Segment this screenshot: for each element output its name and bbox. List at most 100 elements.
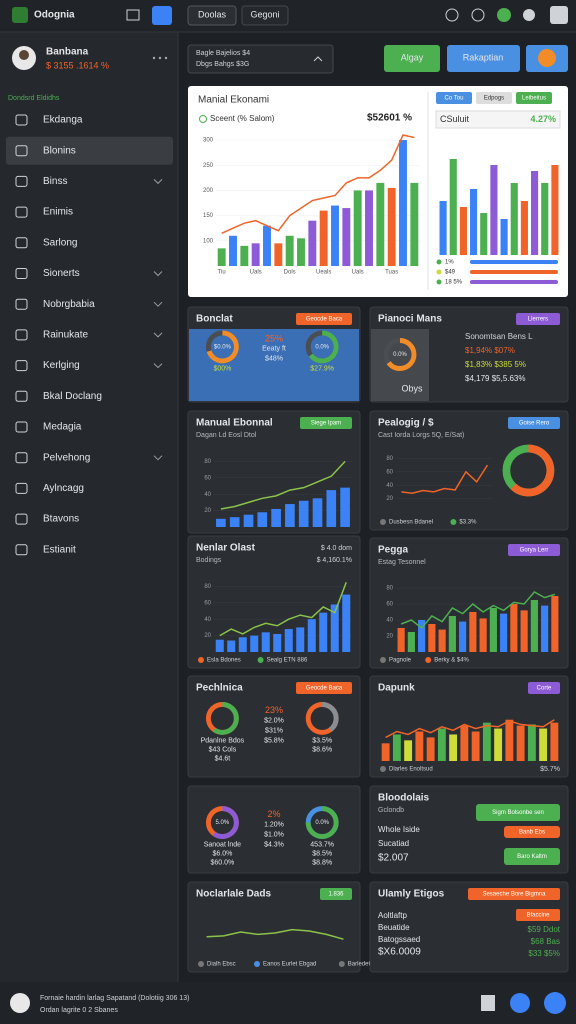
badge-label[interactable]: Siege Ipam <box>311 421 341 427</box>
app-logo[interactable] <box>12 7 28 23</box>
icon-button[interactable] <box>544 992 566 1014</box>
chevron[interactable] <box>153 301 163 307</box>
bar <box>516 725 525 761</box>
badge-label[interactable]: Geocde Baca <box>306 686 343 692</box>
bar <box>459 621 467 652</box>
badge[interactable] <box>516 909 560 921</box>
badge-label[interactable]: Llerrers <box>528 317 548 323</box>
badge-label[interactable]: 1.836 <box>328 892 344 898</box>
pill-button[interactable] <box>504 826 560 838</box>
bar <box>297 238 305 266</box>
badge-label[interactable]: Goise Rero <box>519 421 550 427</box>
badge[interactable] <box>296 682 352 694</box>
badge[interactable] <box>508 417 560 429</box>
bar <box>510 604 518 652</box>
panel-title: Pegga <box>378 545 408 556</box>
badge[interactable] <box>508 544 560 556</box>
nav-item[interactable]: Rainukate <box>43 330 88 341</box>
avatar[interactable] <box>550 6 568 24</box>
chip[interactable] <box>436 92 472 104</box>
badge[interactable] <box>296 313 352 325</box>
y-tick-label: 20 <box>204 508 211 514</box>
chevron[interactable] <box>153 332 163 338</box>
status-icon[interactable] <box>497 8 511 22</box>
badge-label[interactable]: Sesaeche Bore Bigmna <box>482 892 546 898</box>
chip-label[interactable]: Edpogs <box>484 96 504 102</box>
footer-avatar[interactable] <box>10 993 30 1013</box>
stat: Eeaty ft <box>262 346 286 353</box>
chevron[interactable] <box>153 455 163 461</box>
nav-item[interactable]: Kerlging <box>43 360 80 371</box>
icon[interactable] <box>445 8 459 22</box>
tab-label[interactable]: Gegoni <box>250 9 279 19</box>
badge[interactable] <box>468 888 560 900</box>
badge[interactable] <box>320 888 352 900</box>
chip[interactable] <box>476 92 512 104</box>
nav-item[interactable]: Sionerts <box>43 268 80 279</box>
bar <box>397 628 405 652</box>
y-tick-label: 300 <box>203 138 214 144</box>
nav-item[interactable]: Bkal Doclang <box>43 391 102 402</box>
legend-label: Sealg ETN 886 <box>267 658 308 664</box>
action-button[interactable] <box>447 45 520 72</box>
settings-icon[interactable] <box>152 6 172 25</box>
stat: 2% <box>267 809 280 819</box>
chip-label[interactable]: Leibeitus <box>522 96 546 102</box>
icon[interactable] <box>481 995 495 1011</box>
badge[interactable] <box>528 682 560 694</box>
badge[interactable] <box>516 313 560 325</box>
tab-label[interactable]: Doolas <box>198 9 227 19</box>
pill-button[interactable] <box>476 804 560 821</box>
action-button[interactable] <box>384 45 440 72</box>
icon-button[interactable] <box>510 993 530 1013</box>
chip[interactable] <box>516 92 552 104</box>
nav-item[interactable]: Ekdanga <box>43 115 83 126</box>
menu-dot[interactable] <box>152 56 156 60</box>
badge-label[interactable]: Geocde Baca <box>306 317 343 323</box>
filter-box[interactable] <box>187 44 334 74</box>
donut-center: $0.0% <box>214 344 232 350</box>
nav-item[interactable]: Medagia <box>43 422 82 433</box>
x-tick-label: Tuas <box>385 270 398 276</box>
button-label[interactable]: Banb Ebs <box>519 830 545 836</box>
tab[interactable] <box>241 5 289 26</box>
tab[interactable] <box>187 5 237 26</box>
pill-button[interactable] <box>504 848 560 865</box>
icon[interactable] <box>523 9 535 21</box>
y-tick-label: 40 <box>204 617 211 623</box>
bar <box>437 728 446 761</box>
icon[interactable] <box>471 8 485 22</box>
bar <box>298 500 309 527</box>
bar <box>470 189 478 255</box>
chevron[interactable] <box>153 271 163 277</box>
nav-item[interactable]: Blonins <box>43 145 76 156</box>
nav-item[interactable]: Nobrgbabia <box>43 299 95 310</box>
nav-item[interactable]: Estianit <box>43 544 76 555</box>
chevron[interactable] <box>313 56 323 62</box>
badge-label[interactable]: Gorya Lerr <box>520 548 549 554</box>
menu-icon[interactable] <box>126 9 140 21</box>
badge-label[interactable]: Bfaccine <box>526 913 550 919</box>
nav-item[interactable]: Btavons <box>43 514 79 525</box>
legend-label: $3.3% <box>459 520 477 526</box>
nav-item[interactable]: Aylncagg <box>43 483 84 494</box>
button-label[interactable]: Algay <box>401 52 424 62</box>
nav-item[interactable]: Enimis <box>43 207 73 218</box>
nav-item[interactable]: Pelvehong <box>43 452 90 463</box>
menu-dot[interactable] <box>164 56 168 60</box>
chip-label[interactable]: Co Tou <box>445 96 464 102</box>
badge[interactable] <box>300 417 352 429</box>
badge-label[interactable]: Corte <box>537 686 552 692</box>
user-avatar-face <box>19 50 29 60</box>
button-label[interactable]: Sigm Bolsonbe sen <box>492 810 544 816</box>
nav-item[interactable]: Binss <box>43 176 67 187</box>
active-item[interactable] <box>6 136 173 165</box>
legend-swatch <box>198 961 204 967</box>
nav-item[interactable]: Sarlong <box>43 237 77 248</box>
button-label[interactable]: Baro Kaltm <box>517 854 547 860</box>
bar <box>340 487 350 527</box>
button-label[interactable]: Rakaptian <box>463 52 504 62</box>
chevron[interactable] <box>153 363 163 369</box>
chevron[interactable] <box>153 179 163 185</box>
menu-dot[interactable] <box>158 56 162 60</box>
